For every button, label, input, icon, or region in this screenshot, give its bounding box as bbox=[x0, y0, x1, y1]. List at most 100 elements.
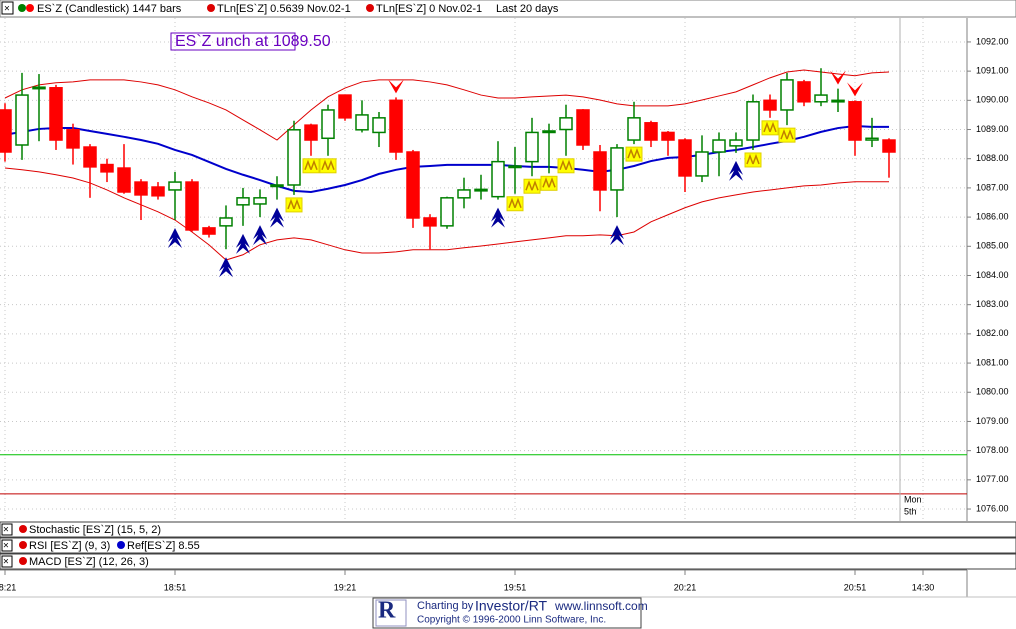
y-tick-label: 1078.00 bbox=[976, 445, 1009, 455]
candle-body bbox=[168, 181, 182, 191]
trend-signal bbox=[302, 158, 320, 174]
candle-body bbox=[542, 130, 556, 134]
sell-signal bbox=[830, 70, 846, 85]
candle-body bbox=[355, 114, 369, 131]
candle-body bbox=[678, 139, 692, 177]
candle-body bbox=[457, 189, 471, 199]
footer-url[interactable]: www.linnsoft.com bbox=[554, 599, 648, 613]
candle-body bbox=[32, 86, 46, 90]
trend-signal-glyph bbox=[304, 159, 318, 171]
panel-label[interactable]: Stochastic [ES`Z] (15, 5, 2) bbox=[29, 524, 161, 536]
legend-dot bbox=[19, 525, 27, 533]
candle-body bbox=[729, 139, 743, 147]
candle-body bbox=[151, 186, 165, 197]
lower-band bbox=[4, 167, 889, 261]
buy-signal bbox=[168, 228, 182, 249]
close-box[interactable] bbox=[1, 539, 13, 552]
candle-body bbox=[559, 117, 573, 131]
x-tick-label: 20:51 bbox=[844, 582, 867, 592]
y-tick-label: 1084.00 bbox=[976, 270, 1009, 280]
trend-signal-glyph bbox=[746, 153, 760, 165]
trend-signal-glyph bbox=[287, 198, 301, 210]
candle-body bbox=[304, 124, 318, 141]
panel-row bbox=[0, 537, 1016, 554]
candle-body bbox=[712, 139, 726, 153]
y-tick-label: 1090.00 bbox=[976, 95, 1009, 105]
y-tick-label: 1076.00 bbox=[976, 503, 1009, 513]
header-bar bbox=[0, 0, 1016, 18]
candle-body bbox=[0, 109, 12, 153]
trend-signal bbox=[285, 197, 303, 213]
candle-body bbox=[831, 99, 845, 103]
close-box[interactable] bbox=[1, 555, 13, 568]
trend-signal bbox=[761, 120, 779, 136]
trend-signal-glyph bbox=[763, 121, 777, 133]
buy-signal bbox=[270, 207, 284, 228]
buy-signal bbox=[219, 257, 233, 278]
candle-body bbox=[814, 94, 828, 103]
trend-signal-glyph bbox=[525, 180, 539, 191]
candle-body bbox=[83, 146, 97, 168]
legend-dot bbox=[19, 541, 27, 549]
candle-body bbox=[848, 101, 862, 141]
close-icon[interactable]: × bbox=[3, 541, 9, 552]
legend-dot bbox=[117, 541, 125, 549]
trend-signal bbox=[523, 178, 541, 194]
trend-signal-glyph bbox=[780, 129, 794, 140]
close-icon[interactable]: × bbox=[3, 525, 9, 536]
buy-signal bbox=[253, 225, 267, 246]
y-tick-label: 1087.00 bbox=[976, 182, 1009, 192]
candle-body bbox=[797, 81, 811, 103]
candle-body bbox=[474, 188, 488, 192]
candle-body bbox=[321, 109, 335, 140]
panel-label[interactable]: MACD [ES`Z] (12, 26, 3) bbox=[29, 556, 149, 568]
footer-charting: Charting by bbox=[417, 600, 474, 612]
x-tick-label: 19:51 bbox=[504, 582, 527, 592]
close-icon[interactable]: × bbox=[4, 4, 10, 15]
x-tick-label: 18:51 bbox=[164, 582, 187, 592]
close-icon[interactable]: × bbox=[3, 557, 9, 568]
header-item: TLn[ES`Z] 0 Nov.02-1 bbox=[376, 3, 482, 15]
candle-body bbox=[746, 101, 760, 141]
close-box[interactable] bbox=[1, 523, 13, 536]
trend-signal bbox=[506, 196, 524, 212]
trend-signal bbox=[744, 152, 762, 168]
candle-body bbox=[763, 99, 777, 111]
candle-body bbox=[576, 109, 590, 146]
buy-signal bbox=[610, 225, 624, 246]
x-tick-label: 19:21 bbox=[334, 582, 357, 592]
logo-letter: R bbox=[378, 598, 396, 624]
candle-body bbox=[236, 197, 250, 206]
session-label: Mon bbox=[904, 494, 922, 504]
x-tick-label: 18:21 bbox=[0, 582, 16, 592]
candle-body bbox=[253, 197, 267, 205]
logo-icon bbox=[375, 599, 407, 627]
y-tick-label: 1081.00 bbox=[976, 357, 1009, 367]
candle-body bbox=[134, 181, 148, 196]
close-box[interactable] bbox=[1, 1, 14, 15]
candle-body bbox=[338, 94, 352, 119]
indicator-panels: × Stochastic [ES`Z] (15, 5, 2) × RSI [ES… bbox=[0, 521, 1016, 570]
annotation-box bbox=[170, 32, 296, 51]
panel-label[interactable]: RSI [ES`Z] (9, 3) bbox=[29, 540, 110, 552]
y-tick-label: 1089.00 bbox=[976, 124, 1009, 134]
candle-body bbox=[661, 131, 675, 141]
y-tick-label: 1088.00 bbox=[976, 153, 1009, 163]
trend-signal-glyph bbox=[508, 197, 522, 209]
session-label: 5th bbox=[904, 506, 917, 516]
candle-body bbox=[593, 151, 607, 191]
y-tick-label: 1080.00 bbox=[976, 387, 1009, 397]
candle-body bbox=[372, 117, 386, 134]
candle-body bbox=[15, 94, 29, 146]
legend-dot bbox=[366, 4, 374, 12]
logo-box bbox=[372, 597, 642, 629]
y-tick-label: 1091.00 bbox=[976, 66, 1009, 76]
moving-average bbox=[4, 125, 889, 193]
buy-signal bbox=[236, 233, 250, 254]
y-tick-label: 1082.00 bbox=[976, 328, 1009, 338]
x-axis: 18:21 18:51 19:21 19:51 20:21 20:51 14:30 bbox=[0, 570, 934, 592]
legend-dot bbox=[207, 4, 215, 12]
buy-signal bbox=[491, 207, 505, 228]
trend-signal bbox=[557, 158, 575, 174]
